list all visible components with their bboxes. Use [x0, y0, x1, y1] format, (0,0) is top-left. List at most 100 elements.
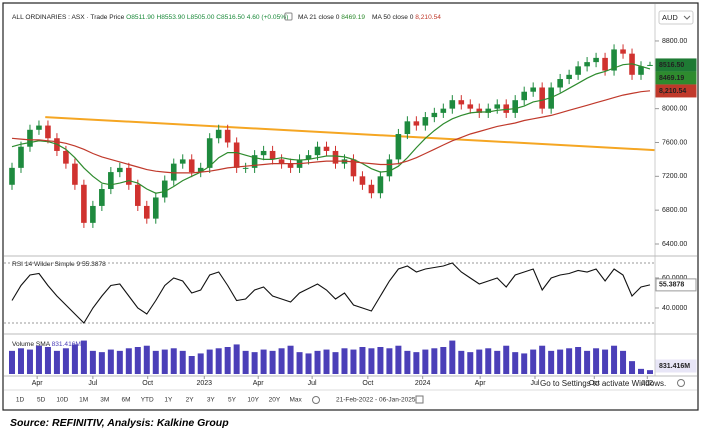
- volume-bar: [314, 350, 321, 374]
- x-tick-label: Apr: [475, 380, 487, 387]
- x-tick-label: Jul: [531, 380, 540, 387]
- volume-bar: [242, 350, 249, 374]
- candle-body: [611, 49, 617, 71]
- period-button[interactable]: 10D: [56, 397, 68, 404]
- x-tick-label: Oct: [142, 380, 153, 387]
- date-range[interactable]: 21-Feb-2022 - 06-Jan-2025: [336, 397, 416, 404]
- volume-bar: [530, 349, 537, 374]
- candle-body: [602, 57, 608, 71]
- y-tick-label: 40.0000: [662, 305, 687, 312]
- volume-bar: [116, 350, 123, 374]
- legend-name: MA 50 close 0: [372, 14, 414, 21]
- volume-bar: [458, 350, 465, 374]
- period-button[interactable]: 1M: [79, 397, 88, 404]
- volume-bar: [350, 349, 357, 374]
- candle-body: [161, 180, 168, 198]
- volume-bar: [260, 349, 267, 374]
- period-button[interactable]: 3Y: [207, 397, 216, 404]
- period-button[interactable]: 1Y: [164, 397, 173, 404]
- volume-bar: [422, 349, 429, 374]
- period-button[interactable]: 1D: [16, 397, 25, 404]
- volume-bar: [179, 350, 186, 374]
- candle-body: [45, 125, 51, 139]
- period-button[interactable]: 5D: [37, 397, 46, 404]
- volume-bar: [413, 352, 420, 374]
- volume-bar: [197, 353, 204, 374]
- y-tick-label: 60.0000: [662, 275, 687, 282]
- x-tick-label: Oct: [589, 380, 600, 387]
- rsi-value: 55.3878: [82, 261, 106, 268]
- period-button[interactable]: 2Y: [186, 397, 195, 404]
- candle-body: [512, 100, 519, 113]
- candle-body: [413, 121, 420, 126]
- candle-body: [63, 150, 69, 164]
- candle-body: [620, 49, 626, 54]
- candle-body: [188, 159, 195, 173]
- settings-icon[interactable]: [312, 396, 320, 404]
- candle-body: [539, 87, 545, 109]
- candle-body: [242, 167, 249, 169]
- ma21-badge-bg: [655, 71, 697, 85]
- rsi-line: [11, 262, 651, 324]
- rsi-badge-bg: [655, 278, 697, 292]
- volume-bar: [476, 349, 483, 374]
- period-button[interactable]: 10Y: [247, 397, 259, 404]
- candle-body: [584, 62, 590, 67]
- volume-header: Volume SMA 831.416M: [12, 341, 81, 348]
- frame: [2, 2, 699, 411]
- period-button[interactable]: YTD: [141, 397, 154, 404]
- volume-bar: [512, 352, 519, 374]
- chart-header: ALL ORDINARIES : ASX · Trade Price O8511…: [12, 14, 288, 21]
- x-tick-label: Jul: [88, 380, 97, 387]
- y-tick-label: 8800.00: [662, 38, 687, 45]
- volume-bar: [44, 347, 51, 374]
- period-button[interactable]: 3M: [100, 397, 109, 404]
- period-button[interactable]: 5Y: [228, 397, 237, 404]
- volume-bar: [611, 345, 618, 374]
- volume-bar: [224, 347, 231, 374]
- rsi-badge: 55.3878: [659, 282, 684, 289]
- x-tick-label: 2024: [415, 380, 431, 387]
- y-tick-label: 6800.00: [662, 207, 687, 214]
- candle-body: [386, 159, 393, 177]
- volume-bar: [584, 350, 591, 374]
- candle-body: [503, 104, 510, 113]
- period-button[interactable]: Max: [289, 397, 302, 404]
- volume-bar: [269, 350, 276, 374]
- candle-body: [36, 125, 42, 130]
- last-price-badge-bg: [655, 58, 697, 72]
- collapse-icon[interactable]: [284, 12, 293, 21]
- candle-body: [638, 66, 644, 75]
- period-button[interactable]: 6M: [121, 397, 130, 404]
- volume-bar: [107, 349, 114, 374]
- volume-bar: [620, 350, 627, 374]
- ma21-legend: MA 21 close 0 8469.19: [298, 14, 365, 21]
- candle-body: [170, 163, 177, 181]
- volume-bar: [188, 356, 195, 374]
- ohlc-open: O8511.90: [126, 14, 155, 21]
- volume-bar: [359, 347, 366, 374]
- currency-select[interactable]: [658, 10, 694, 25]
- candle-body: [206, 138, 213, 168]
- candle-body: [143, 205, 150, 219]
- x-tick-label: Apr: [253, 380, 265, 387]
- volume-bar: [575, 347, 582, 374]
- symbol-title: ALL ORDINARIES : ASX · Trade Price: [12, 14, 125, 21]
- volume-bar: [368, 348, 375, 374]
- y-tick-label: 7600.00: [662, 139, 687, 146]
- candle-body: [224, 129, 231, 143]
- volume-bar: [125, 348, 132, 374]
- volume-bar: [53, 350, 60, 374]
- volume-bar: [233, 344, 240, 374]
- legend-value: 8469.19: [341, 14, 365, 21]
- zoom-icon[interactable]: [677, 379, 685, 387]
- volume-bar: [323, 349, 330, 374]
- calendar-icon[interactable]: [415, 395, 424, 404]
- period-button[interactable]: 20Y: [269, 397, 281, 404]
- rsi-header: RSI 14 Wilder Simple 9 55.3878: [12, 261, 106, 268]
- volume-bar: [287, 345, 294, 374]
- x-tick-label: 202: [641, 380, 653, 387]
- candle-body: [99, 189, 105, 206]
- candle-body: [215, 129, 222, 139]
- volume-bar: [89, 350, 96, 374]
